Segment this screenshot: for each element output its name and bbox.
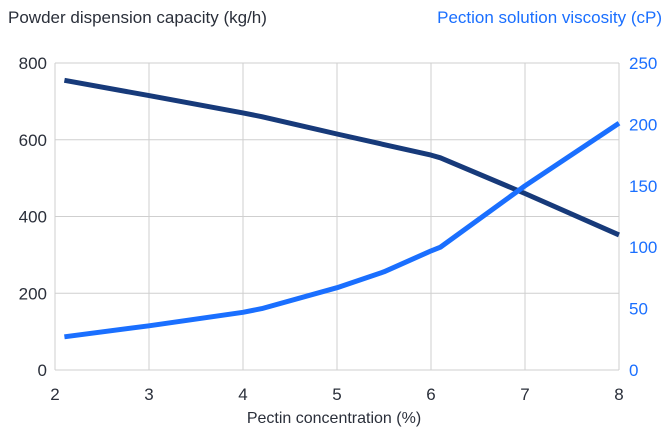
right-tick-label-50: 50 xyxy=(629,300,648,319)
x-tick-label-8: 8 xyxy=(614,385,623,404)
left-tick-label-0: 0 xyxy=(38,361,47,380)
right-tick-label-150: 150 xyxy=(629,177,657,196)
dispension-capacity-line xyxy=(63,77,621,238)
right-tick-label-200: 200 xyxy=(629,115,657,134)
left-tick-label-200: 200 xyxy=(19,284,47,303)
left-tick-label-600: 600 xyxy=(19,131,47,150)
x-tick-label-3: 3 xyxy=(144,385,153,404)
right-tick-label-100: 100 xyxy=(629,238,657,257)
left-axis-title: Powder dispension capacity (kg/h) xyxy=(8,8,267,27)
left-tick-label-800: 800 xyxy=(19,54,47,73)
right-tick-label-0: 0 xyxy=(629,361,638,380)
x-axis-label: Pectin concentration (%) xyxy=(246,410,422,427)
x-tick-label-5: 5 xyxy=(332,385,341,404)
viscosity-line xyxy=(64,121,621,340)
x-tick-label-6: 6 xyxy=(426,385,435,404)
x-tick-label-2: 2 xyxy=(50,385,59,404)
left-tick-label-400: 400 xyxy=(19,208,47,227)
x-tick-label-4: 4 xyxy=(238,385,247,404)
right-axis-title: Pection solution viscosity (cP) xyxy=(437,8,662,27)
right-tick-label-250: 250 xyxy=(629,54,657,73)
x-tick-label-7: 7 xyxy=(520,385,529,404)
